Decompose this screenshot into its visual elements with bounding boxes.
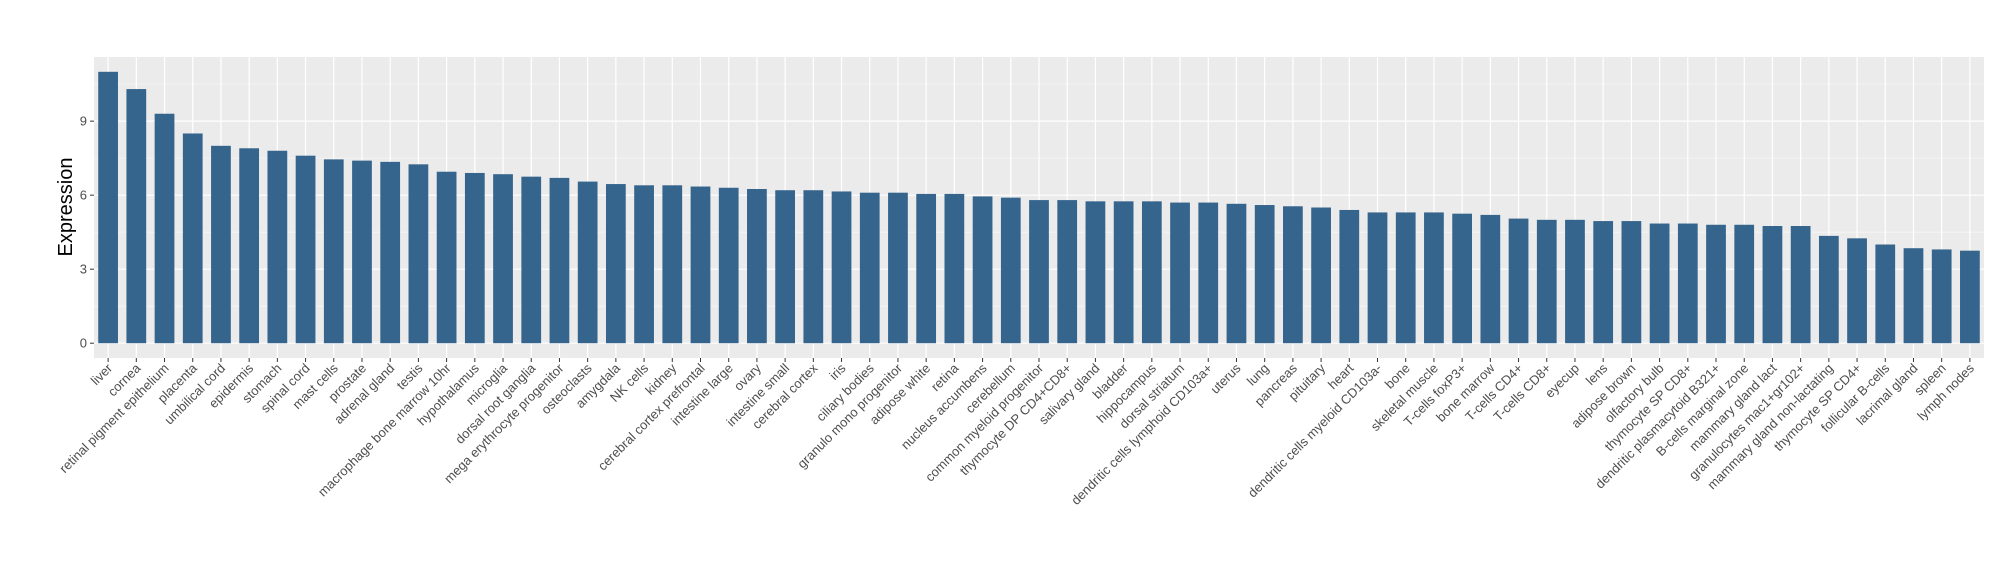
bar <box>775 190 795 344</box>
bar <box>690 186 711 344</box>
bar <box>380 161 401 344</box>
bar <box>1706 224 1726 344</box>
bar <box>916 193 937 344</box>
bar <box>747 188 767 344</box>
bar <box>1198 202 1219 344</box>
bar <box>1790 226 1811 344</box>
bar <box>1000 197 1021 344</box>
bar <box>521 176 542 344</box>
bar <box>944 193 965 344</box>
bar <box>1875 244 1896 344</box>
bar <box>154 113 175 344</box>
bar <box>1395 212 1416 344</box>
bar <box>1677 223 1698 344</box>
y-tick-label: 6 <box>80 188 87 203</box>
bar <box>662 185 683 344</box>
bar <box>1621 221 1642 344</box>
bar <box>718 187 739 344</box>
bar <box>295 155 316 344</box>
bar <box>1283 206 1303 344</box>
bars <box>98 71 1980 344</box>
bar <box>323 159 344 344</box>
bar <box>549 177 570 344</box>
bar <box>1903 248 1924 344</box>
bar <box>211 145 231 344</box>
bar <box>1762 226 1783 344</box>
x-tick-label: iris <box>826 360 849 383</box>
bar <box>634 185 654 344</box>
y-tick-label: 0 <box>80 336 87 351</box>
bar <box>1170 202 1190 344</box>
bar <box>1057 200 1078 344</box>
bar <box>493 174 513 344</box>
bar <box>577 181 598 344</box>
bar <box>1339 209 1360 344</box>
bar <box>1254 205 1275 344</box>
bar <box>1536 219 1557 344</box>
bar <box>1847 238 1867 344</box>
bar <box>859 192 880 344</box>
bar <box>126 89 147 344</box>
bar <box>1565 219 1585 344</box>
bar <box>98 71 118 344</box>
bar <box>436 171 457 344</box>
bar <box>1931 249 1952 344</box>
y-axis: 0 3 6 9 <box>80 114 94 351</box>
bar <box>605 184 626 344</box>
bar <box>1593 221 1614 344</box>
bar <box>1649 223 1670 344</box>
y-tick-label: 9 <box>80 114 87 129</box>
bar <box>352 160 372 344</box>
bar <box>1452 213 1473 344</box>
bar <box>182 133 203 344</box>
bar <box>1141 201 1162 344</box>
bar <box>1226 203 1247 344</box>
bar <box>1085 201 1106 344</box>
x-tick-label: uterus <box>1207 360 1244 397</box>
y-axis-title: Expression <box>55 158 77 257</box>
bar <box>831 191 852 344</box>
bar <box>803 190 824 344</box>
y-tick-label: 3 <box>80 262 87 277</box>
x-tick-label: retinal pigment epithelium <box>56 361 171 476</box>
bar <box>408 164 429 344</box>
bar <box>1480 214 1501 344</box>
bar <box>1424 212 1444 344</box>
bar <box>267 150 288 344</box>
bar <box>1508 218 1529 344</box>
bar <box>464 172 485 344</box>
bar <box>239 148 260 344</box>
bar <box>1818 235 1839 344</box>
bar <box>972 196 993 344</box>
bar <box>1311 207 1331 344</box>
bar <box>1734 224 1755 344</box>
bar <box>1960 250 1980 344</box>
bar <box>888 192 908 344</box>
bar <box>1113 201 1134 344</box>
bar <box>1029 200 1049 344</box>
bar <box>1367 212 1388 344</box>
